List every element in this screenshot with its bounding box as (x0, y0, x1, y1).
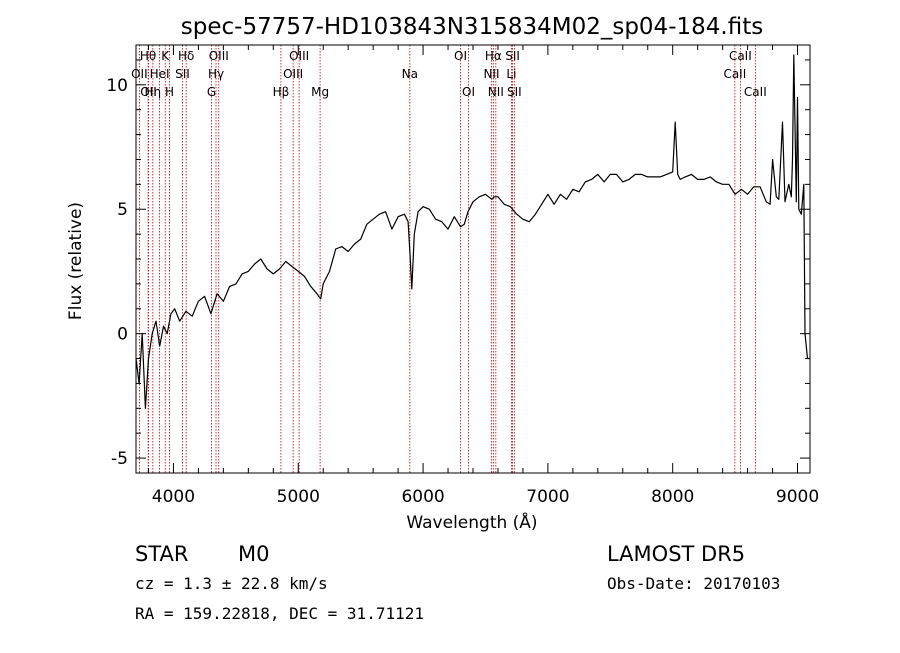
object-subclass: M0 (238, 542, 269, 566)
coordinates: RA = 159.22818, DEC = 31.71121 (135, 604, 424, 623)
spectrum-line (135, 54, 810, 409)
line-marker-label-7: SII (175, 67, 190, 81)
x-tick-label: 9000 (776, 487, 819, 507)
x-tick-label: 5000 (277, 487, 320, 507)
x-tick-label: 7000 (526, 487, 569, 507)
line-marker-label-6: H (165, 85, 174, 99)
emission-line-labels: OIIHθOIIHηHeIKHSIIHδGHγOIIIHβOIIIOIIIMgN… (131, 49, 767, 99)
line-marker-label-20: Hα (485, 49, 502, 63)
x-tick-label: 4000 (152, 487, 195, 507)
line-marker-label-8: Hδ (178, 49, 194, 63)
line-marker-label-15: Mg (311, 85, 329, 99)
emission-line-markers (138, 45, 756, 473)
line-marker-label-25: CaII (723, 67, 746, 81)
line-marker-label-14: OIII (289, 49, 309, 63)
line-marker-label-22: Li (506, 67, 516, 81)
survey-name: LAMOST DR5 (607, 542, 745, 566)
redshift-readout: cz = 1.3 ± 22.8 km/s (135, 574, 328, 593)
line-marker-label-12: Hβ (273, 85, 290, 99)
line-marker-label-18: OI (462, 85, 475, 99)
line-marker-label-13: OIII (283, 67, 303, 81)
line-marker-label-21: NII (488, 85, 504, 99)
y-axis-ticks: -5 0 5 10 (106, 59, 810, 469)
x-axis-ticks: 4000 5000 6000 7000 8000 9000 (147, 45, 819, 507)
line-marker-label-16: Na (402, 67, 418, 81)
y-tick-label: 10 (106, 76, 128, 96)
y-tick-label: 5 (117, 200, 128, 220)
y-axis-label: Flux (relative) (66, 202, 86, 320)
line-marker-label-4: HeI (150, 67, 170, 81)
line-marker-label-19: NII (483, 67, 499, 81)
line-marker-label-10: Hγ (208, 67, 224, 81)
y-tick-label: -5 (111, 449, 128, 469)
x-tick-label: 6000 (401, 487, 444, 507)
obs-date: Obs-Date: 20170103 (607, 574, 780, 593)
chart-title: spec-57757-HD103843N315834M02_sp04-184.f… (181, 14, 763, 40)
line-marker-label-17: OI (454, 49, 467, 63)
line-marker-label-27: CaII (744, 85, 767, 99)
line-marker-label-24: SII (507, 85, 522, 99)
object-class: STAR (135, 542, 188, 566)
y-tick-label: 0 (117, 325, 128, 345)
line-marker-label-26: CaII (729, 49, 752, 63)
line-marker-label-9: G (207, 85, 216, 99)
line-marker-label-11: OIII (209, 49, 229, 63)
line-marker-label-1: Hθ (140, 49, 156, 63)
line-marker-label-0: OII (131, 67, 148, 81)
x-tick-label: 8000 (651, 487, 694, 507)
line-marker-label-23: SII (505, 49, 520, 63)
plot-frame (135, 44, 811, 474)
line-marker-label-5: K (161, 49, 170, 63)
line-marker-label-2: OII (140, 85, 157, 99)
line-marker-label-3: Hη (145, 85, 162, 99)
x-axis-label: Wavelength (Å) (406, 511, 537, 533)
